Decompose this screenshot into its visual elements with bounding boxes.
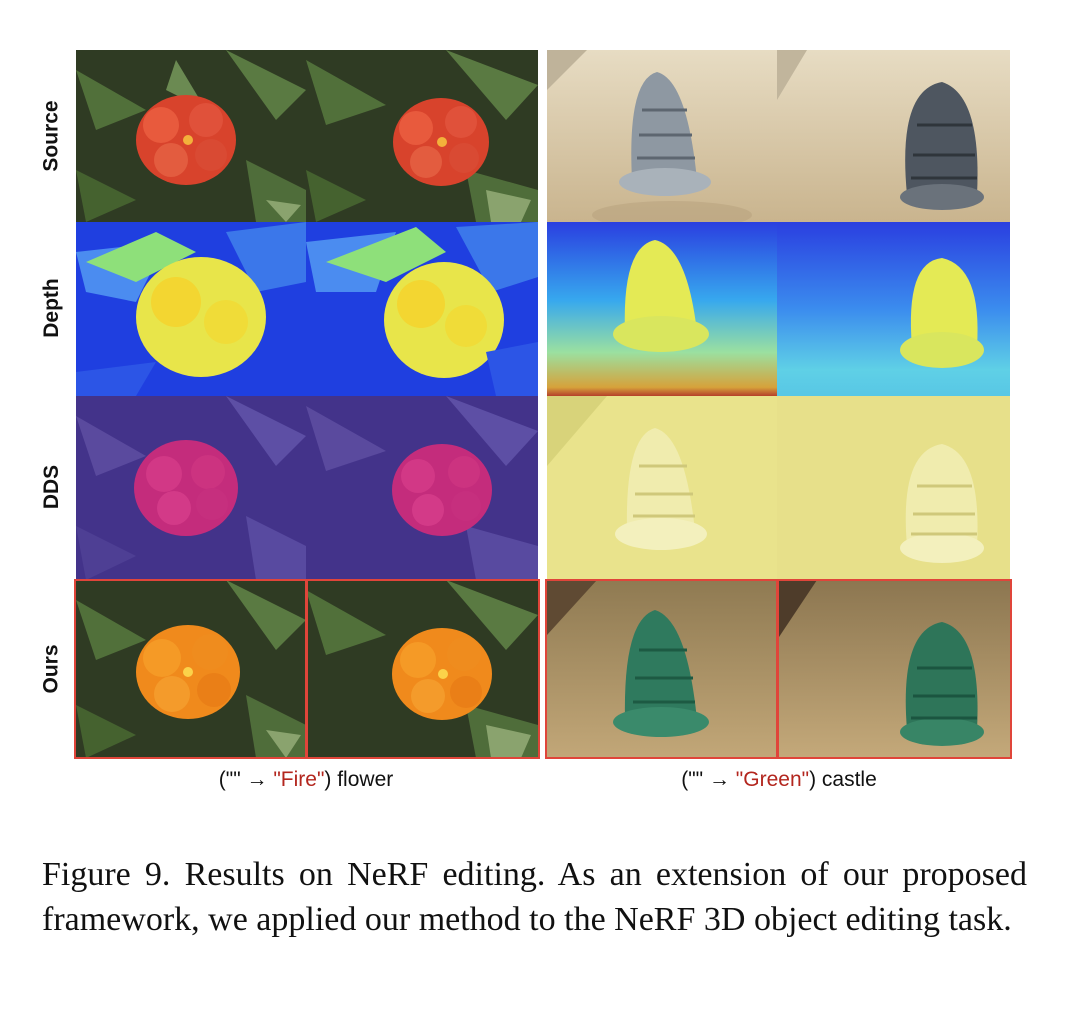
ours-flower-view2-image — [306, 580, 538, 758]
depth-castle-view2-image — [777, 222, 1010, 396]
ours-flower-view1-image — [76, 580, 306, 758]
ours-castle-view2-image — [777, 580, 1010, 758]
figure-caption: Figure 9. Results on NeRF editing. As an… — [42, 856, 1027, 938]
flower-edit-caption: ("" → "Fire") flower — [218, 768, 394, 791]
source-castle-view2-image — [777, 50, 1010, 222]
depth-flower-view1-image — [76, 222, 306, 396]
dds-flower-view1-image — [76, 396, 306, 580]
dds-flower-view2-image — [306, 396, 538, 580]
dds-castle-view1-image — [547, 396, 777, 580]
dds-castle-view2-image — [777, 396, 1010, 580]
ours-castle-view1-image — [547, 580, 777, 758]
row-label-dds: DDS — [40, 464, 63, 510]
source-castle-view1-image — [547, 50, 777, 222]
depth-flower-view2-image — [306, 222, 538, 396]
castle-edit-prompt: "Green" — [735, 768, 810, 791]
source-flower-view1-image — [76, 50, 306, 222]
ours-flower-frame-divider — [305, 580, 308, 758]
row-label-ours: Ours — [39, 644, 63, 694]
ours-castle-frame-divider — [776, 580, 779, 758]
source-flower-view2-image — [306, 50, 538, 222]
row-label-source: Source — [40, 100, 64, 172]
depth-castle-view1-image — [547, 222, 777, 396]
row-label-depth: Depth — [40, 278, 63, 338]
castle-edit-caption: ("" → "Green") castle — [681, 768, 877, 791]
flower-edit-prompt: "Fire" — [273, 768, 325, 791]
